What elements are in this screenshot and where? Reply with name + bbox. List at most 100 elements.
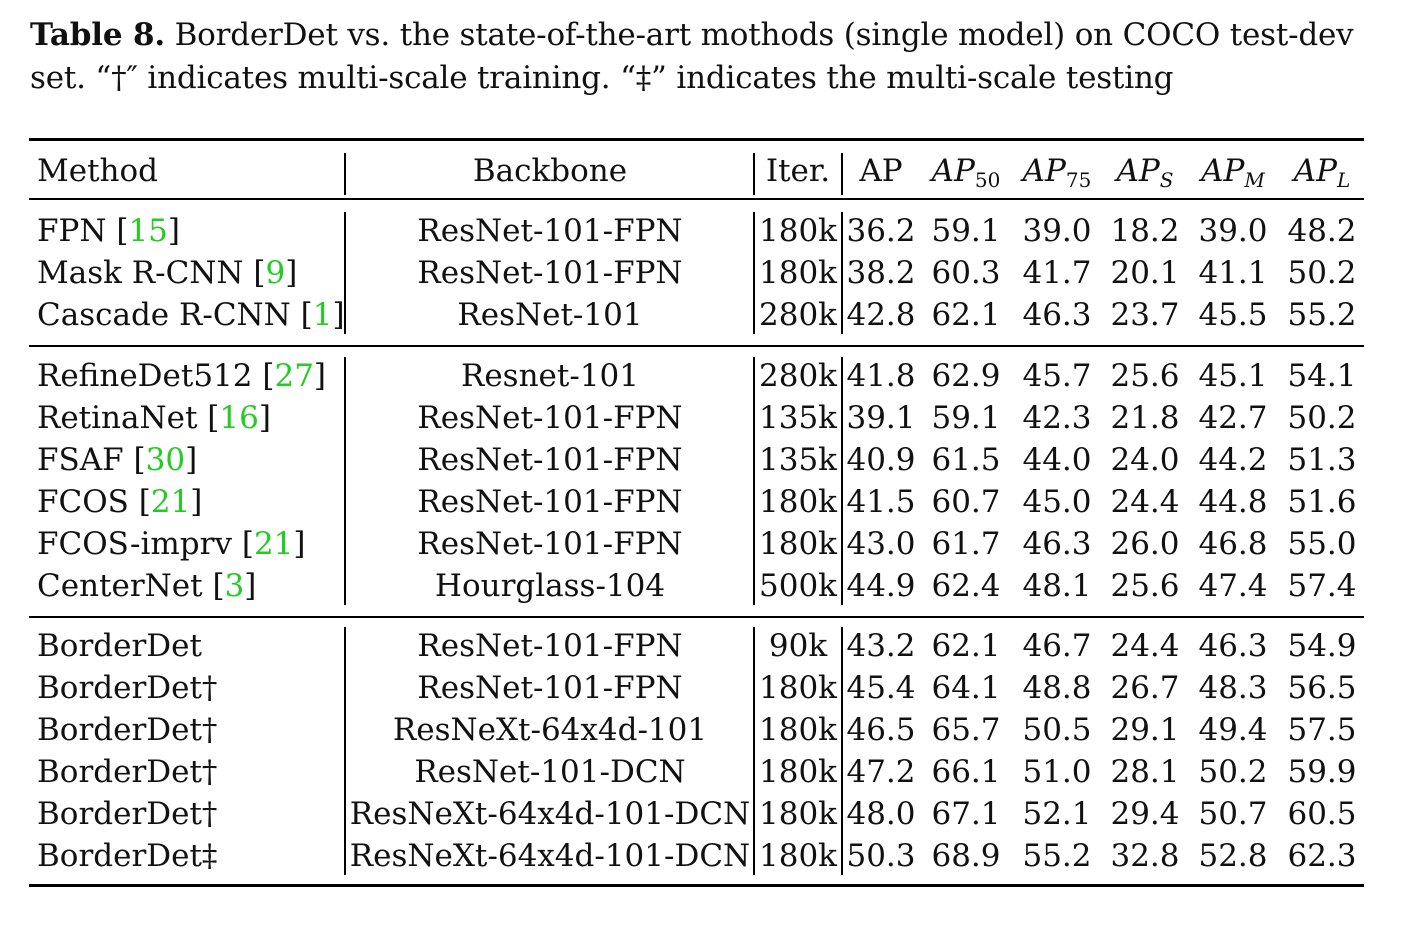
apl-cell: 48.2 xyxy=(1287,213,1357,249)
method-name: BorderDet† xyxy=(37,670,218,706)
method-name: CenterNet xyxy=(37,568,203,604)
column-separator-method xyxy=(344,357,346,605)
apl-cell: 60.5 xyxy=(1287,796,1357,832)
apm-cell: 50.7 xyxy=(1198,796,1268,832)
apl-cell: 50.2 xyxy=(1287,400,1357,436)
ap50-cell: 62.1 xyxy=(931,628,1001,664)
ap50-cell: 61.5 xyxy=(931,442,1001,478)
method-cell: FSAF [30] xyxy=(37,442,198,478)
column-separator-method xyxy=(344,627,346,875)
header-separator-iter xyxy=(841,153,843,195)
aps-cell: 29.1 xyxy=(1110,712,1180,748)
ap-cell: 41.8 xyxy=(846,358,916,394)
table-top-rule xyxy=(29,138,1364,141)
backbone-cell: ResNet-101 xyxy=(457,297,643,333)
apl-cell: 59.9 xyxy=(1287,754,1357,790)
apm-cell: 52.8 xyxy=(1198,838,1268,874)
ap-cell: 40.9 xyxy=(846,442,916,478)
aps-cell: 32.8 xyxy=(1110,838,1180,874)
aps-cell: 24.4 xyxy=(1110,484,1180,520)
method-name: RetinaNet xyxy=(37,400,198,436)
ap-cell: 47.2 xyxy=(846,754,916,790)
apl-cell: 51.6 xyxy=(1287,484,1357,520)
citation-link[interactable]: 15 xyxy=(128,213,168,249)
citation-link[interactable]: 9 xyxy=(265,255,286,291)
iter-cell: 180k xyxy=(759,670,837,706)
ap50-cell: 62.1 xyxy=(931,297,1001,333)
iter-cell: 180k xyxy=(759,255,837,291)
apm-cell: 48.3 xyxy=(1198,670,1268,706)
group-rule-2 xyxy=(29,616,1364,618)
ap75-cell: 46.7 xyxy=(1022,628,1092,664)
citation-link[interactable]: 27 xyxy=(274,358,314,394)
citation-link[interactable]: 21 xyxy=(253,526,294,562)
header-aps-sub: S xyxy=(1159,168,1174,192)
ap75-cell: 42.3 xyxy=(1022,400,1092,436)
column-separator-iter xyxy=(841,212,843,334)
ap75-cell: 55.2 xyxy=(1022,838,1092,874)
iter-cell: 180k xyxy=(759,213,837,249)
aps-cell: 24.0 xyxy=(1110,442,1180,478)
method-cell: BorderDet xyxy=(37,625,202,667)
header-apl-base: AP xyxy=(1293,153,1337,189)
aps-cell: 25.6 xyxy=(1110,358,1180,394)
column-separator-backbone xyxy=(753,627,755,875)
aps-cell: 20.1 xyxy=(1110,255,1180,291)
ap-cell: 41.5 xyxy=(846,484,916,520)
apm-cell: 50.2 xyxy=(1198,754,1268,790)
citation-link[interactable]: 21 xyxy=(150,484,191,520)
citation-link[interactable]: 3 xyxy=(224,568,245,604)
ap-cell: 36.2 xyxy=(846,213,916,249)
header-apl-sub: L xyxy=(1336,168,1351,192)
apl-cell: 54.1 xyxy=(1287,358,1357,394)
ap50-cell: 60.3 xyxy=(931,255,1001,291)
apl-cell: 55.2 xyxy=(1287,297,1357,333)
method-name: BorderDet† xyxy=(37,796,218,832)
header-apm: APM xyxy=(1190,150,1276,192)
backbone-cell: ResNeXt-64x4d-101-DCN xyxy=(349,796,751,832)
citation-link[interactable]: 1 xyxy=(312,297,333,333)
iter-cell: 180k xyxy=(759,712,837,748)
backbone-cell: ResNeXt-64x4d-101 xyxy=(392,712,708,748)
backbone-cell: ResNet-101-FPN xyxy=(417,484,683,520)
ap50-cell: 60.7 xyxy=(931,484,1001,520)
iter-cell: 280k xyxy=(759,358,837,394)
caption-text-line1: BorderDet vs. the state-of-the-art motho… xyxy=(174,17,1354,53)
citation-link[interactable]: 16 xyxy=(219,400,259,436)
backbone-cell: ResNet-101-FPN xyxy=(417,670,683,706)
ap75-cell: 46.3 xyxy=(1022,526,1092,562)
header-iter: Iter. xyxy=(765,153,831,189)
apm-cell: 44.8 xyxy=(1198,484,1268,520)
aps-cell: 21.8 xyxy=(1110,400,1180,436)
ap50-cell: 59.1 xyxy=(931,400,1001,436)
header-aps: APS xyxy=(1105,150,1185,192)
citation-link[interactable]: 30 xyxy=(145,442,186,478)
aps-cell: 25.6 xyxy=(1110,568,1180,604)
backbone-cell: ResNet-101-FPN xyxy=(417,400,683,436)
iter-cell: 180k xyxy=(759,526,837,562)
ap50-cell: 62.4 xyxy=(931,568,1001,604)
header-ap50: AP50 xyxy=(925,150,1007,192)
apm-cell: 49.4 xyxy=(1198,712,1268,748)
backbone-cell: ResNeXt-64x4d-101-DCN xyxy=(349,838,751,874)
aps-cell: 26.7 xyxy=(1110,670,1180,706)
ap75-cell: 52.1 xyxy=(1022,796,1092,832)
header-ap50-base: AP xyxy=(931,153,975,189)
column-separator-iter xyxy=(841,357,843,605)
aps-cell: 28.1 xyxy=(1110,754,1180,790)
header-separator-backbone xyxy=(753,153,755,195)
ap75-cell: 39.0 xyxy=(1022,213,1092,249)
header-backbone: Backbone xyxy=(472,153,628,189)
method-name: Mask R-CNN xyxy=(37,255,244,291)
ap75-cell: 41.7 xyxy=(1022,255,1092,291)
method-name: RefineDet512 xyxy=(37,358,253,394)
header-ap50-sub: 50 xyxy=(974,168,1001,192)
method-name: FPN xyxy=(37,213,107,249)
backbone-cell: ResNet-101-FPN xyxy=(417,213,683,249)
group-rule-1 xyxy=(29,345,1364,347)
column-separator-iter xyxy=(841,627,843,875)
apm-cell: 46.8 xyxy=(1198,526,1268,562)
method-cell: Mask R-CNN [9] xyxy=(37,255,298,291)
caption-label: Table 8. xyxy=(30,17,165,53)
ap-cell: 46.5 xyxy=(846,712,916,748)
